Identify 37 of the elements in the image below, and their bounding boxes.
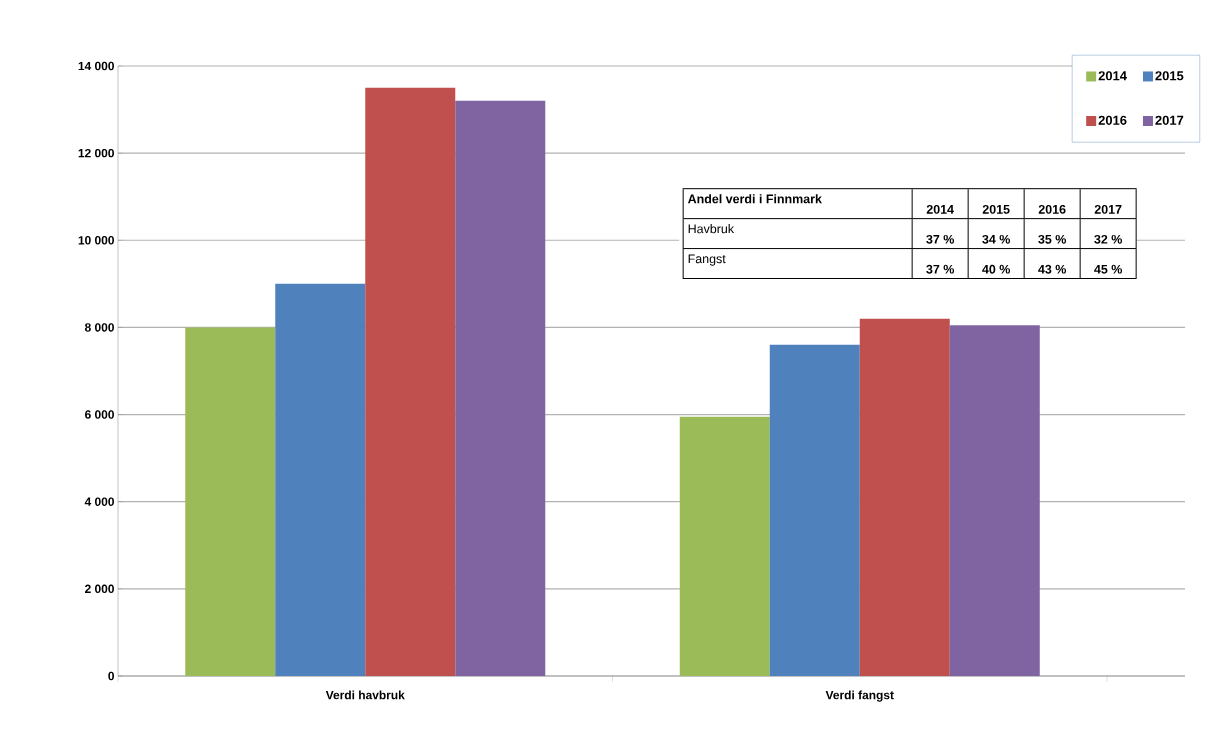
bar: [455, 100, 546, 676]
annotation: 2015: [982, 204, 1010, 214]
annotation: 2017: [1094, 204, 1122, 214]
annotation: Havbruk: [688, 224, 735, 234]
y-tick-label: 12 000: [78, 148, 114, 158]
legend-label: 2015: [1155, 71, 1184, 81]
annotation: 32 %: [1094, 234, 1122, 244]
y-tick-label: 10 000: [78, 236, 114, 245]
x-tick-label: Verdi fangst: [825, 690, 894, 702]
x-tick-label: Verdi havbruk: [325, 690, 405, 700]
legend-label: 2014: [1098, 71, 1127, 81]
y-tick-label: 0: [108, 671, 114, 681]
annotation: 2014: [926, 204, 954, 214]
y-tick-label: 8 000: [84, 323, 114, 332]
annotation: 43 %: [1038, 264, 1066, 274]
annotation: 2016: [1038, 204, 1066, 214]
bar: [365, 87, 456, 676]
y-tick-label: 2 000: [84, 584, 114, 594]
annotation: Andel verdi i Finnmark: [687, 194, 822, 204]
annotation: 35 %: [1038, 234, 1066, 244]
annotation: 37 %: [926, 264, 955, 274]
annotation: 40 %: [982, 264, 1011, 274]
legend-label: 2016: [1098, 115, 1127, 125]
annotation: Fangst: [688, 254, 726, 266]
annotation: 34 %: [982, 234, 1011, 244]
bar: [185, 327, 276, 676]
bar: [859, 318, 950, 676]
bar: [769, 344, 860, 676]
y-tick-label: 6 000: [85, 410, 114, 419]
legend-label: 2017: [1155, 115, 1184, 125]
y-tick-label: 14 000: [78, 61, 114, 71]
annotation: 45 %: [1094, 264, 1122, 274]
y-tick-label: 4 000: [84, 497, 114, 506]
annotation: 37 %: [926, 234, 955, 244]
bar: [949, 325, 1040, 676]
bar: [275, 283, 366, 676]
bar: [679, 416, 770, 676]
